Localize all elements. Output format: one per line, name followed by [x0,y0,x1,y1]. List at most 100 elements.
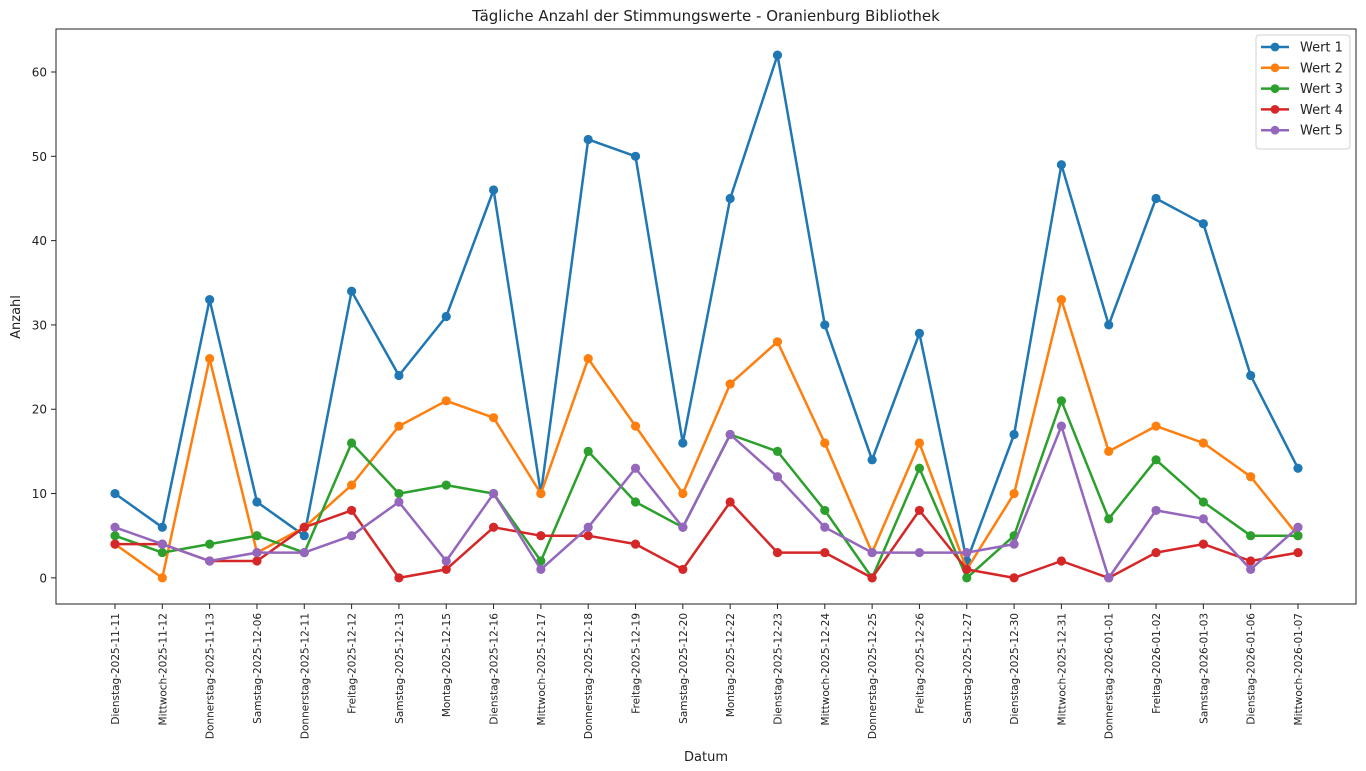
data-point [914,328,925,338]
data-point [867,455,877,465]
data-point [630,497,641,507]
data-point [820,522,830,532]
data-point [1293,547,1303,558]
data-point [536,564,546,575]
legend-dot-marker [1270,105,1280,114]
data-point [1151,193,1161,204]
data-point [252,547,262,558]
data-point [441,556,451,566]
series-4 [110,497,1303,583]
legend-item: Wert 3 [1261,82,1343,97]
data-point [1246,556,1256,566]
plot-area [110,50,1303,583]
legend-label: Wert 5 [1300,124,1343,139]
legend-item: Wert 2 [1261,61,1343,76]
y-tick-label: 50 [32,150,47,164]
data-point [1104,446,1114,456]
data-point [630,421,641,431]
data-point [772,547,783,558]
data-point [252,531,262,541]
y-tick-label: 0 [39,571,47,585]
legend-dot-marker [1270,42,1280,52]
data-point [630,539,641,549]
x-tick-label: Donnerstag-2025-12-25 [867,613,879,739]
legend-dot-marker [1270,84,1280,93]
data-point [441,311,451,322]
x-tick-label: Freitag-2026-01-02 [1151,613,1163,714]
data-point [441,396,451,406]
data-point [1056,421,1066,431]
data-point [820,320,830,330]
data-point [678,564,688,575]
series-1 [110,50,1303,566]
y-tick-label: 40 [32,234,47,248]
data-point [347,505,357,516]
data-point [157,522,167,532]
x-tick-label: Donnerstag-2025-11-13 [205,613,217,739]
data-point [630,463,641,473]
data-point [488,488,499,499]
legend-label: Wert 4 [1300,103,1343,118]
x-axis: Dienstag-2025-11-11 Mittwoch-2025-11-12 Do… [110,604,1305,739]
x-tick-label: Dienstag-2025-12-16 [489,613,501,725]
x-axis-label: Datum [684,750,728,765]
data-point [1293,463,1303,473]
data-point [488,185,499,195]
x-tick-label: Mittwoch-2025-12-31 [1056,613,1068,725]
y-axis-label: Anzahl [9,295,24,339]
x-tick-label: Dienstag-2025-12-23 [772,613,784,725]
data-point [1056,556,1066,566]
x-tick-label: Samstag-2025-12-27 [962,613,974,724]
data-point [1246,472,1256,482]
data-point [820,547,830,558]
data-point [1009,539,1019,549]
x-tick-label: Dienstag-2025-11-11 [110,613,122,725]
data-point [299,531,309,541]
x-tick-label: Samstag-2025-12-06 [252,613,264,724]
data-point [583,354,593,364]
series-line [114,298,1299,580]
legend-item: Wert 4 [1261,103,1343,118]
data-point [157,547,167,558]
data-point [394,488,404,499]
data-point [1198,497,1208,507]
data-point [441,564,451,575]
y-axis: 0 10 20 30 40 50 60 [32,65,56,585]
data-point [914,547,925,558]
data-point [299,547,309,558]
legend: Wert 1 Wert 2 Wert 3 Wert 4 Wert 5 [1255,34,1351,150]
data-point [1198,514,1208,524]
data-point [394,421,404,431]
data-point [441,480,451,490]
data-point [630,151,641,161]
x-tick-label: Montag-2025-12-15 [441,613,453,717]
x-tick-label: Samstag-2025-12-13 [394,613,406,724]
data-point [1198,438,1208,448]
data-point [394,370,404,381]
data-point [1246,531,1256,541]
data-point [157,573,167,583]
data-point [205,539,215,549]
x-tick-label: Montag-2025-12-22 [725,613,737,717]
data-point [157,539,167,549]
data-point [583,446,593,456]
data-point [488,413,499,423]
x-tick-label: Mittwoch-2025-12-24 [820,613,832,726]
data-point [1009,429,1019,440]
x-tick-label: Samstag-2025-12-20 [678,613,690,724]
data-point [1056,295,1066,305]
data-point [820,505,830,516]
data-point [725,193,735,204]
data-point [914,463,925,473]
data-point [488,522,499,532]
data-point [347,480,357,490]
series-line [115,500,1299,580]
legend-label: Wert 1 [1300,41,1343,56]
data-point [205,354,215,364]
data-point [914,438,925,448]
data-point [347,286,357,296]
x-tick-label: Donnerstag-2026-01-01 [1104,613,1116,739]
data-point [110,488,120,499]
data-point [772,337,783,347]
x-tick-label: Donnerstag-2025-12-11 [299,613,311,739]
